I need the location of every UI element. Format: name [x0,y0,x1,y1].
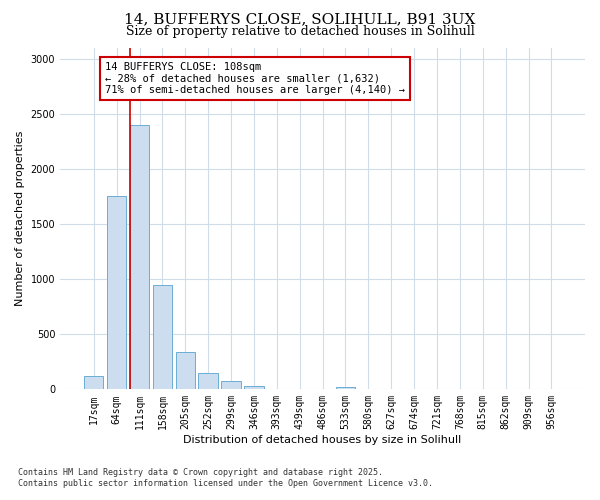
Bar [176,352,195,390]
Bar [84,376,103,390]
Text: 14, BUFFERYS CLOSE, SOLIHULL, B91 3UX: 14, BUFFERYS CLOSE, SOLIHULL, B91 3UX [124,12,476,26]
Bar [152,284,172,390]
Bar [244,386,263,390]
Bar [107,196,127,390]
Bar [336,387,355,390]
Bar [199,373,218,390]
Text: Contains HM Land Registry data © Crown copyright and database right 2025.
Contai: Contains HM Land Registry data © Crown c… [18,468,433,487]
Text: 14 BUFFERYS CLOSE: 108sqm
← 28% of detached houses are smaller (1,632)
71% of se: 14 BUFFERYS CLOSE: 108sqm ← 28% of detac… [105,62,405,95]
Bar [130,124,149,390]
Bar [267,389,287,390]
X-axis label: Distribution of detached houses by size in Solihull: Distribution of detached houses by size … [184,435,462,445]
Y-axis label: Number of detached properties: Number of detached properties [15,130,25,306]
Text: Size of property relative to detached houses in Solihull: Size of property relative to detached ho… [125,25,475,38]
Bar [221,381,241,390]
